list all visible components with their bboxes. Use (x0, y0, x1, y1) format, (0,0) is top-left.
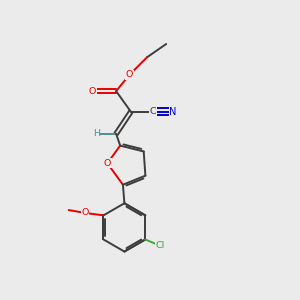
Text: H: H (93, 129, 100, 138)
Text: C: C (150, 107, 156, 116)
Text: O: O (89, 87, 96, 96)
Text: O: O (126, 70, 133, 80)
Text: Cl: Cl (156, 242, 165, 250)
Text: O: O (104, 159, 111, 168)
Text: O: O (82, 208, 89, 217)
Text: N: N (169, 107, 177, 117)
